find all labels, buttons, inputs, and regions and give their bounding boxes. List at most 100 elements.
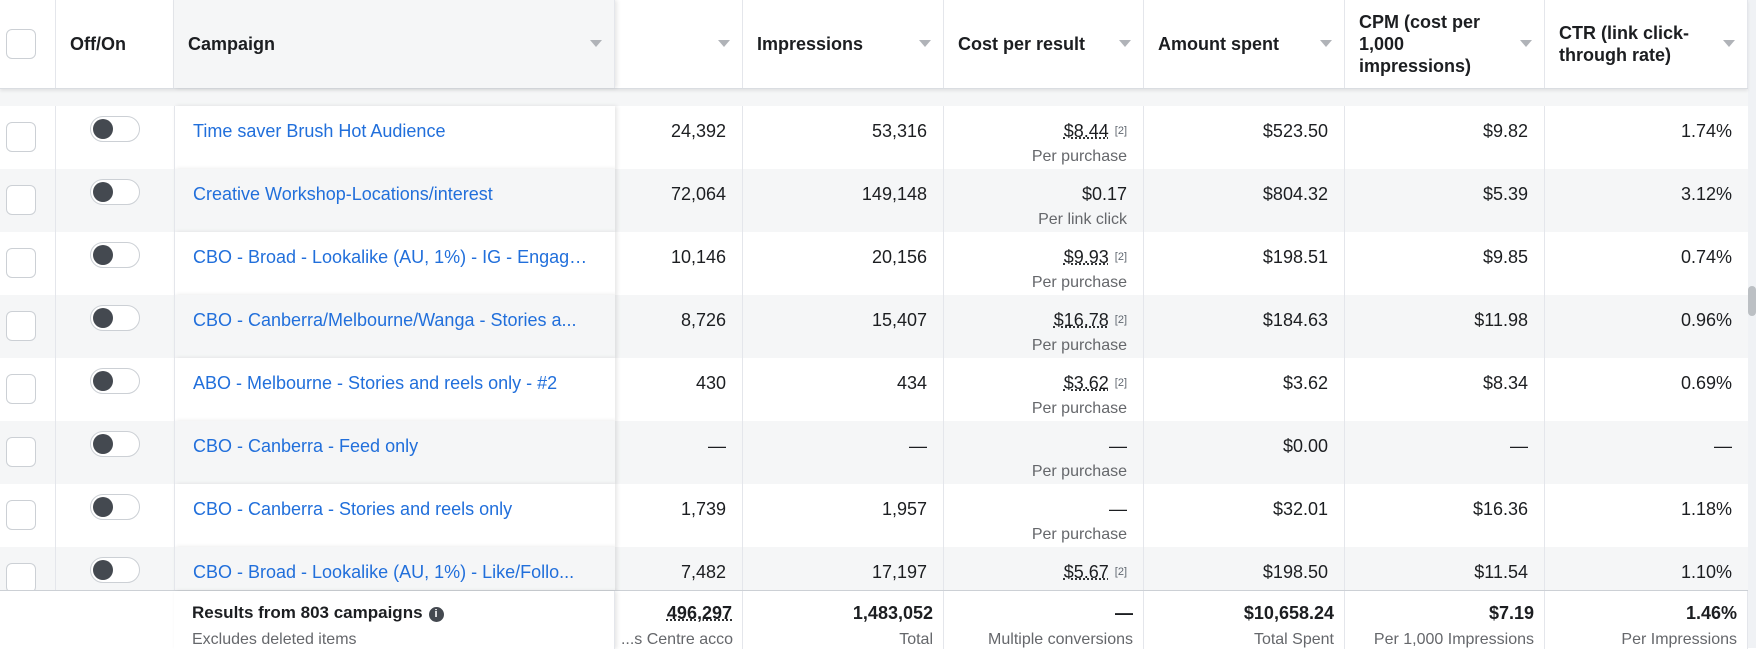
impressions-cell: 20,156 bbox=[743, 232, 944, 295]
ctr-value: 1.74% bbox=[1681, 120, 1732, 142]
cost-per-result-type: Per purchase bbox=[1032, 524, 1127, 546]
results-cell: — bbox=[615, 421, 743, 484]
campaign-link[interactable]: Creative Workshop-Locations/interest bbox=[193, 183, 593, 205]
sort-caret-icon[interactable] bbox=[1119, 40, 1131, 47]
info-icon[interactable]: i bbox=[429, 607, 444, 622]
header-amount-spent[interactable]: Amount spent bbox=[1144, 0, 1345, 88]
sort-caret-icon[interactable] bbox=[919, 40, 931, 47]
row-checkbox[interactable] bbox=[6, 437, 36, 467]
cost-per-result-value: $3.62 [2] bbox=[1064, 372, 1127, 394]
toggle-knob bbox=[93, 497, 113, 517]
table-row[interactable]: CBO - Canberra/Melbourne/Wanga - Stories… bbox=[0, 295, 1748, 358]
row-checkbox[interactable] bbox=[6, 500, 36, 530]
campaign-toggle[interactable] bbox=[90, 431, 140, 457]
header-impressions-label: Impressions bbox=[757, 33, 909, 55]
sort-caret-icon[interactable] bbox=[1520, 40, 1532, 47]
sort-caret-icon[interactable] bbox=[1723, 40, 1735, 47]
cost-per-result-amount[interactable]: $3.62 bbox=[1064, 373, 1109, 393]
cost-per-result-amount[interactable]: $9.93 bbox=[1064, 247, 1109, 267]
footnote-marker: [2] bbox=[1115, 314, 1127, 326]
footnote-marker: [2] bbox=[1115, 251, 1127, 263]
row-checkbox[interactable] bbox=[6, 248, 36, 278]
campaign-link[interactable]: CBO - Broad - Lookalike (AU, 1%) - IG - … bbox=[193, 246, 593, 268]
summary-ctr-total: 1.46% bbox=[1686, 603, 1737, 624]
campaign-toggle[interactable] bbox=[90, 494, 140, 520]
campaign-link[interactable]: ABO - Melbourne - Stories and reels only… bbox=[193, 372, 593, 394]
ctr-value: 3.12% bbox=[1681, 183, 1732, 205]
header-ctr[interactable]: CTR (link click-through rate) bbox=[1545, 0, 1748, 88]
cpm-value: $11.98 bbox=[1474, 309, 1528, 331]
cpm-value: $11.54 bbox=[1474, 561, 1528, 583]
row-checkbox[interactable] bbox=[6, 311, 36, 341]
summary-results-total[interactable]: 496,297 bbox=[667, 603, 732, 624]
table-row[interactable]: Creative Workshop-Locations/interest 72,… bbox=[0, 169, 1748, 232]
summary-title-cell: Results from 803 campaigns i Excludes del… bbox=[174, 591, 615, 649]
impressions-value: 20,156 bbox=[872, 246, 927, 268]
summary-cpm: $7.19 Per 1,000 Impressions bbox=[1345, 591, 1545, 649]
scrollbar-thumb[interactable] bbox=[1748, 286, 1756, 316]
campaign-toggle[interactable] bbox=[90, 557, 140, 583]
summary-impressions-caption: Total bbox=[899, 631, 933, 649]
cost-per-result-amount[interactable]: $5.67 bbox=[1064, 562, 1109, 582]
cost-per-result-type: Per purchase bbox=[1032, 461, 1127, 483]
row-toggle-cell bbox=[56, 295, 174, 358]
campaign-cell: CBO - Canberra - Feed only bbox=[174, 421, 615, 484]
sort-caret-icon[interactable] bbox=[718, 40, 730, 47]
table-row[interactable]: CBO - Broad - Lookalike (AU, 1%) - IG - … bbox=[0, 232, 1748, 295]
results-value: 10,146 bbox=[671, 246, 726, 268]
row-checkbox[interactable] bbox=[6, 374, 36, 404]
cost-per-result-amount[interactable]: $8.44 bbox=[1064, 121, 1109, 141]
ctr-cell: 1.18% bbox=[1545, 484, 1748, 547]
sort-caret-icon[interactable] bbox=[590, 40, 602, 47]
table-row[interactable]: CBO - Canberra - Stories and reels only … bbox=[0, 484, 1748, 547]
header-campaign[interactable]: Campaign bbox=[174, 0, 615, 88]
cost-per-result-amount[interactable]: $16.78 bbox=[1054, 310, 1109, 330]
header-amount-spent-label: Amount spent bbox=[1158, 33, 1310, 55]
cpm-cell: $11.98 bbox=[1345, 295, 1545, 358]
amount-spent-value: $198.51 bbox=[1263, 246, 1328, 268]
cost-per-result-cell: $16.78 [2] Per purchase bbox=[944, 295, 1144, 358]
ctr-cell: 0.74% bbox=[1545, 232, 1748, 295]
header-cpm[interactable]: CPM (cost per 1,000 impressions) bbox=[1345, 0, 1545, 88]
campaign-toggle[interactable] bbox=[90, 368, 140, 394]
header-offon[interactable]: Off/On bbox=[56, 0, 174, 88]
table-row[interactable]: CBO - Canberra - Feed only — — — Per pur… bbox=[0, 421, 1748, 484]
table-row[interactable]: Time saver Brush Hot Audience 24,392 53,… bbox=[0, 106, 1748, 169]
header-results[interactable] bbox=[615, 0, 743, 88]
vertical-scrollbar[interactable] bbox=[1748, 0, 1756, 648]
summary-ctr-caption: Per Impressions bbox=[1621, 631, 1737, 649]
cost-per-result-amount: $0.17 bbox=[1082, 184, 1127, 204]
row-checkbox[interactable] bbox=[6, 122, 36, 152]
campaign-toggle[interactable] bbox=[90, 305, 140, 331]
campaign-link[interactable]: CBO - Canberra - Stories and reels only bbox=[193, 498, 593, 520]
campaign-link[interactable]: CBO - Canberra - Feed only bbox=[193, 435, 593, 457]
header-ctr-label: CTR (link click-through rate) bbox=[1559, 22, 1713, 66]
campaign-link[interactable]: CBO - Canberra/Melbourne/Wanga - Stories… bbox=[193, 309, 593, 331]
row-checkbox[interactable] bbox=[6, 185, 36, 215]
header-cost-per-result[interactable]: Cost per result bbox=[944, 0, 1144, 88]
ctr-value: 0.69% bbox=[1681, 372, 1732, 394]
header-impressions[interactable]: Impressions bbox=[743, 0, 944, 88]
campaign-toggle[interactable] bbox=[90, 179, 140, 205]
row-checkbox[interactable] bbox=[6, 563, 36, 593]
select-all-cell bbox=[0, 0, 56, 88]
campaign-toggle[interactable] bbox=[90, 242, 140, 268]
amount-spent-value: $198.50 bbox=[1263, 561, 1328, 583]
campaign-cell: CBO - Broad - Lookalike (AU, 1%) - IG - … bbox=[174, 232, 615, 295]
summary-impressions-total: 1,483,052 bbox=[853, 603, 933, 624]
campaign-link[interactable]: CBO - Broad - Lookalike (AU, 1%) - Like/… bbox=[193, 561, 593, 583]
campaign-cell: CBO - Canberra/Melbourne/Wanga - Stories… bbox=[174, 295, 615, 358]
campaign-toggle[interactable] bbox=[90, 116, 140, 142]
cost-per-result-cell: — Per purchase bbox=[944, 484, 1144, 547]
cost-per-result-amount: — bbox=[1109, 499, 1127, 519]
impressions-value: 17,197 bbox=[872, 561, 927, 583]
summary-amount-spent-caption: Total Spent bbox=[1254, 631, 1334, 649]
campaign-link[interactable]: Time saver Brush Hot Audience bbox=[193, 120, 593, 142]
row-select-cell bbox=[0, 421, 56, 484]
cpm-cell: $8.34 bbox=[1345, 358, 1545, 421]
sort-caret-icon[interactable] bbox=[1320, 40, 1332, 47]
cpm-cell: $9.85 bbox=[1345, 232, 1545, 295]
results-value: 1,739 bbox=[681, 498, 726, 520]
select-all-checkbox[interactable] bbox=[6, 29, 36, 59]
table-row[interactable]: ABO - Melbourne - Stories and reels only… bbox=[0, 358, 1748, 421]
